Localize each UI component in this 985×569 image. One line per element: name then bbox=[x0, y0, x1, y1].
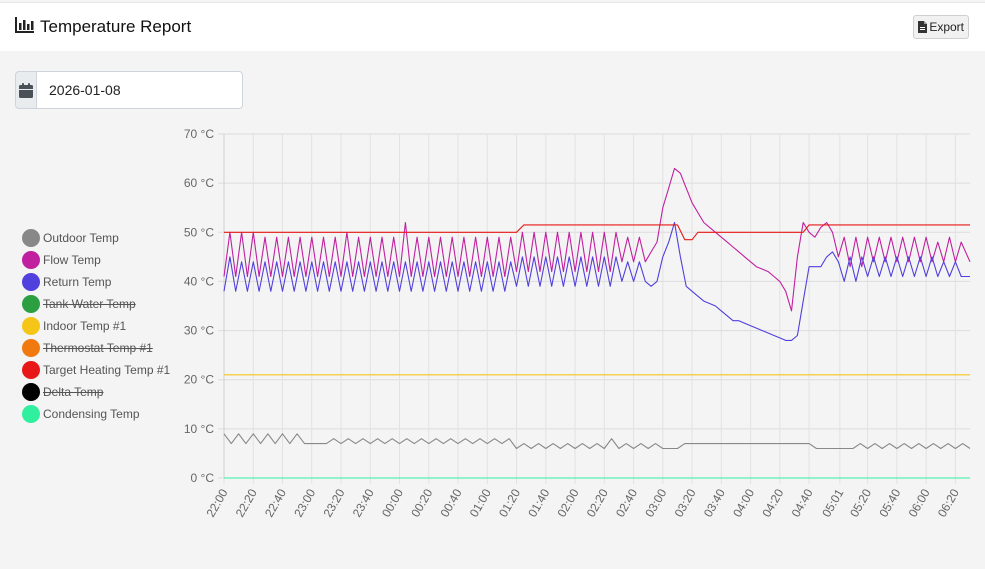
y-tick-label: 40 °C bbox=[184, 274, 214, 288]
calendar-icon bbox=[19, 82, 33, 98]
legend-swatch bbox=[22, 229, 40, 247]
legend-item-tank-water-temp[interactable]: Tank Water Temp bbox=[22, 293, 170, 315]
date-input[interactable] bbox=[36, 71, 243, 109]
legend-item-outdoor-temp[interactable]: Outdoor Temp bbox=[22, 227, 170, 249]
x-tick-label: 00:40 bbox=[437, 486, 464, 519]
page-title: Temperature Report bbox=[40, 17, 192, 36]
legend-item-flow-temp[interactable]: Flow Temp bbox=[22, 249, 170, 271]
y-tick-label: 20 °C bbox=[184, 373, 214, 387]
legend-item-condensing-temp[interactable]: Condensing Temp bbox=[22, 403, 170, 425]
file-icon bbox=[918, 21, 928, 33]
x-tick-label: 02:00 bbox=[555, 486, 582, 519]
x-tick-label: 01:40 bbox=[525, 486, 552, 519]
x-tick-label: 01:20 bbox=[496, 486, 523, 519]
x-tick-label: 23:20 bbox=[320, 486, 347, 519]
legend-label: Target Heating Temp #1 bbox=[43, 363, 171, 377]
x-tick-label: 22:20 bbox=[233, 486, 260, 519]
date-picker bbox=[15, 71, 243, 109]
temperature-chart: 0 °C 10 °C 20 °C 30 °C 40 °C 50 °C 60 °C 70 °C 2… bbox=[184, 127, 971, 520]
legend-swatch bbox=[22, 317, 40, 335]
series-line-target-heating-temp-1 bbox=[224, 224, 970, 241]
x-tick-label: 23:40 bbox=[350, 486, 377, 519]
legend-swatch bbox=[22, 383, 40, 401]
legend-item-target-heating-temp-1[interactable]: Target Heating Temp #1 bbox=[22, 359, 170, 381]
x-tick-label: 02:20 bbox=[584, 486, 611, 519]
legend-label: Condensing Temp bbox=[43, 407, 140, 421]
x-tick-label: 03:00 bbox=[642, 486, 669, 519]
legend-item-return-temp[interactable]: Return Temp bbox=[22, 271, 170, 293]
legend-item-indoor-temp-1[interactable]: Indoor Temp #1 bbox=[22, 315, 170, 337]
series-line-flow-temp bbox=[223, 167, 971, 312]
x-tick-label: 02:40 bbox=[613, 486, 640, 519]
series-line-outdoor-temp bbox=[223, 433, 971, 450]
y-tick-label: 30 °C bbox=[184, 324, 214, 338]
x-tick-label: 23:00 bbox=[291, 486, 318, 519]
legend-label: Return Temp bbox=[43, 275, 112, 289]
x-tick-label: 03:40 bbox=[701, 486, 728, 519]
x-tick-label: 00:20 bbox=[408, 486, 435, 519]
x-tick-label: 22:00 bbox=[203, 486, 230, 519]
legend-swatch bbox=[22, 405, 40, 423]
legend-swatch bbox=[22, 361, 40, 379]
legend-item-thermostat-temp-1[interactable]: Thermostat Temp #1 bbox=[22, 337, 170, 359]
legend-swatch bbox=[22, 339, 40, 357]
x-tick-label: 05:40 bbox=[876, 486, 903, 519]
legend-label: Thermostat Temp #1 bbox=[43, 341, 153, 355]
legend-swatch bbox=[22, 295, 40, 313]
y-tick-label: 50 °C bbox=[184, 225, 214, 239]
legend-label: Tank Water Temp bbox=[43, 297, 136, 311]
x-tick-label: 04:00 bbox=[730, 486, 757, 519]
series-line-return-temp bbox=[223, 221, 970, 341]
legend-label: Delta Temp bbox=[43, 385, 104, 399]
report-header: Temperature Report Export bbox=[0, 2, 985, 51]
legend-swatch bbox=[22, 251, 40, 269]
legend-label: Outdoor Temp bbox=[43, 231, 119, 245]
bar-chart-icon bbox=[15, 17, 34, 33]
x-tick-label: 00:00 bbox=[379, 486, 406, 519]
y-tick-label: 0 °C bbox=[191, 471, 215, 485]
legend-label: Indoor Temp #1 bbox=[43, 319, 127, 333]
x-tick-label: 06:20 bbox=[935, 486, 962, 519]
x-tick-label: 03:20 bbox=[672, 486, 699, 519]
y-tick-label: 10 °C bbox=[184, 422, 214, 436]
x-tick-label: 01:00 bbox=[467, 486, 494, 519]
chart-legend: Outdoor Temp Flow Temp Return Temp Tank Wat… bbox=[22, 227, 170, 425]
date-addon[interactable] bbox=[15, 71, 36, 109]
y-tick-label: 70 °C bbox=[184, 127, 214, 141]
x-tick-label: 05:01 bbox=[819, 486, 846, 519]
legend-item-delta-temp[interactable]: Delta Temp bbox=[22, 381, 170, 403]
y-tick-label: 60 °C bbox=[184, 176, 214, 190]
export-label: Export bbox=[929, 20, 964, 34]
export-button[interactable]: Export bbox=[913, 15, 969, 39]
legend-swatch bbox=[22, 273, 40, 291]
x-tick-label: 04:20 bbox=[759, 486, 786, 519]
legend-label: Flow Temp bbox=[43, 253, 101, 267]
x-tick-label: 22:40 bbox=[262, 486, 289, 519]
x-tick-label: 06:00 bbox=[906, 486, 933, 519]
x-tick-label: 05:20 bbox=[847, 486, 874, 519]
x-tick-label: 04:40 bbox=[789, 486, 816, 519]
